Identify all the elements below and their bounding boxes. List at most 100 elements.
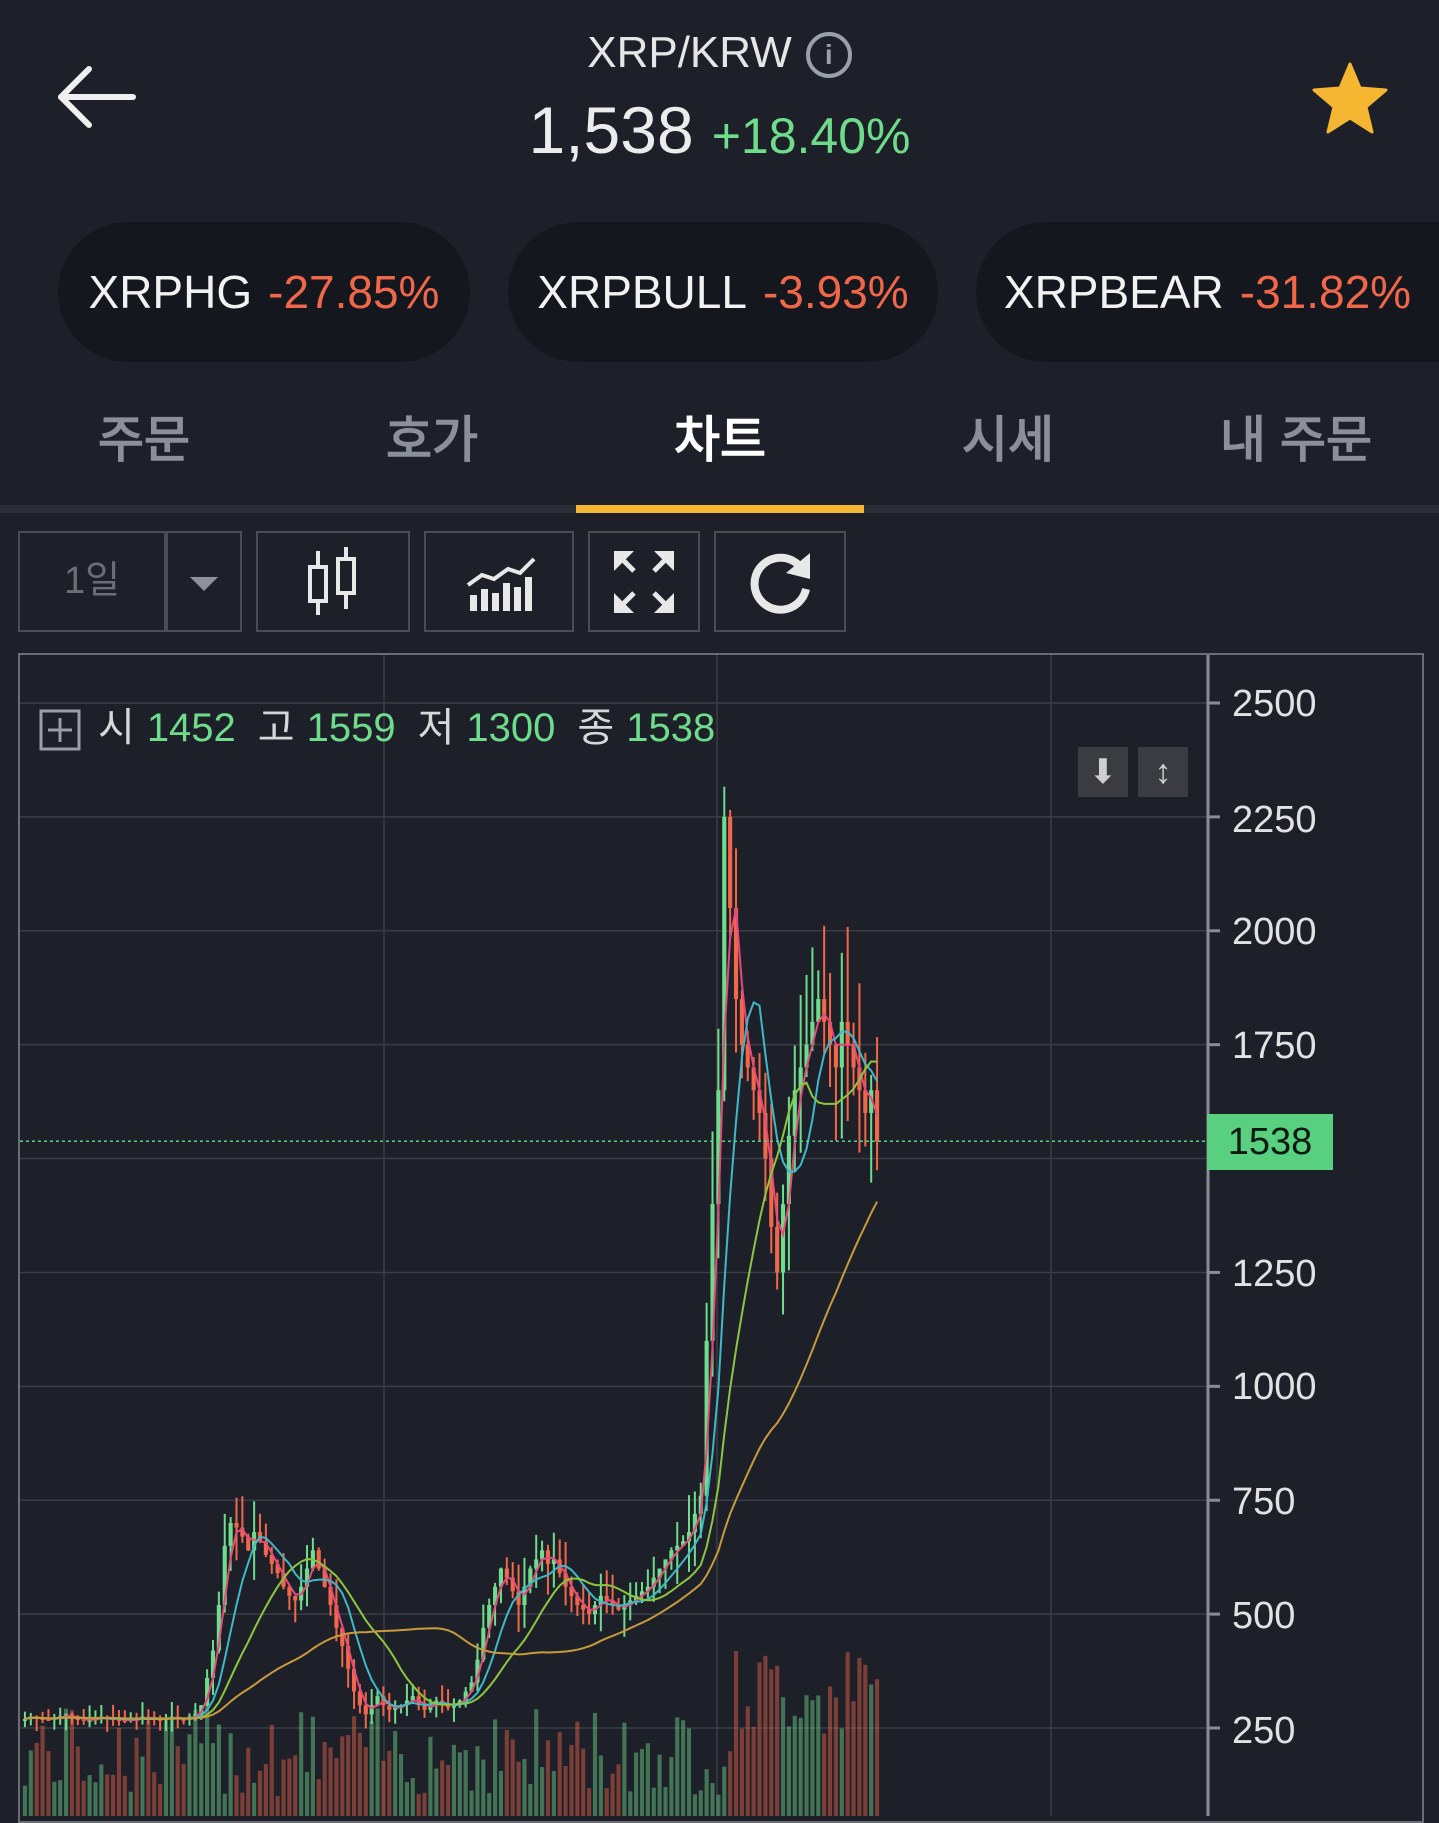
volume-bar [657,1754,662,1816]
moving-average-line [24,1060,878,1720]
volume-bar [722,1766,727,1816]
candle-body [775,1226,780,1273]
candle-body [581,1605,586,1610]
volume-bar [351,1716,357,1816]
scale-icon[interactable]: ↕ [1138,747,1188,797]
volume-bar [634,1752,639,1816]
volume-bar [804,1695,809,1816]
volume-bar [516,1761,521,1816]
volume-bar [704,1769,709,1816]
volume-bar [475,1746,480,1816]
volume-bar [281,1759,286,1816]
scroll-down-icon[interactable]: ⬇ [1078,747,1128,797]
y-tick-label: 2000 [1232,911,1317,953]
crosshair-icon[interactable] [38,708,82,752]
volume-bar [504,1730,509,1816]
candle-body [469,1682,474,1692]
volume-bar [404,1782,409,1816]
close-label: 종 [577,706,615,750]
y-tick-label: 1000 [1232,1366,1317,1408]
candlestick-icon[interactable] [256,531,410,632]
volume-bar [575,1721,580,1816]
star-icon[interactable] [1310,58,1390,138]
candle-body [346,1646,351,1669]
candle-body [869,1090,874,1113]
candle-body [522,1586,527,1605]
refresh-icon[interactable] [714,531,846,632]
indicator-icon[interactable] [424,531,574,632]
volume-bar [739,1728,744,1816]
candle-body [845,1021,850,1045]
candle-body [692,1513,697,1533]
related-name: XRPBEAR [1003,266,1224,318]
candle-body [363,1705,368,1715]
candle-body [833,1044,838,1068]
volume-bar [498,1770,504,1816]
info-icon[interactable]: i [805,32,852,79]
moving-average-line [24,1000,878,1721]
volume-bar [240,1792,245,1816]
pair-name: XRP/KRW [587,28,792,77]
volume-bar [140,1756,145,1816]
volume-bar [434,1768,439,1816]
volume-bar [269,1724,274,1816]
active-tab-indicator [576,505,864,513]
low-value: 1300 [466,706,556,750]
expand-icon[interactable] [588,531,700,632]
candle-body [587,1609,592,1615]
tab-my-orders[interactable]: 내 주문 [1220,412,1372,468]
volume-bar [845,1652,850,1816]
volume-bar [487,1793,492,1816]
volume-bar [99,1764,104,1816]
volume-bar [169,1718,174,1816]
volume-bar [534,1709,539,1816]
volume-bar [58,1780,63,1816]
candle-body [451,1705,456,1708]
volume-bar [210,1743,216,1816]
related-pill-xrpbear[interactable]: XRPBEAR -31.82% [976,222,1439,362]
candle-body [275,1564,280,1574]
price-row: 1,538 +18.40% [0,92,1439,168]
volume-bar [557,1732,562,1816]
volume-bar [810,1700,815,1816]
candle-body [246,1536,251,1551]
volume-bar [422,1792,427,1816]
candle-body [875,1090,880,1142]
volume-bar [134,1737,139,1816]
candle-body [504,1568,509,1578]
candle-body [487,1605,492,1628]
volume-bar [622,1722,627,1816]
volume-bar [428,1736,433,1816]
volume-bar [792,1715,797,1816]
price-chart[interactable] [20,655,1422,1816]
related-pct: -3.93% [762,266,909,318]
volume-bar [798,1717,803,1816]
related-pill-xrphg[interactable]: XRPHG -27.85% [58,222,470,362]
candle-body [410,1696,415,1701]
candle-body [269,1554,274,1564]
volume-bar [839,1728,844,1816]
volume-bar [669,1757,674,1816]
volume-bar [393,1731,398,1816]
candle-body [769,1158,774,1227]
tab-market[interactable]: 시세 [962,412,1054,468]
volume-bar [263,1763,268,1816]
period-select[interactable]: 1일 [18,531,166,632]
volume-bar [563,1765,568,1816]
tab-chart[interactable]: 차트 [674,412,766,468]
volume-bar [446,1765,451,1816]
volume-bar [786,1726,791,1816]
related-pill-xrpbull[interactable]: XRPBULL -3.93% [508,222,938,362]
volume-bar [851,1701,856,1816]
related-pct: -31.82% [1239,266,1412,318]
candle-body [205,1677,210,1706]
back-arrow-icon[interactable] [55,62,145,132]
volume-bar [522,1758,527,1816]
volume-bar [651,1787,656,1816]
current-price: 1,538 [528,93,694,167]
tab-order[interactable]: 주문 [98,412,190,468]
candle-body [610,1600,615,1605]
tab-orderbook[interactable]: 호가 [386,412,478,468]
low-label: 저 [417,706,455,750]
dropdown-icon[interactable] [166,531,242,632]
